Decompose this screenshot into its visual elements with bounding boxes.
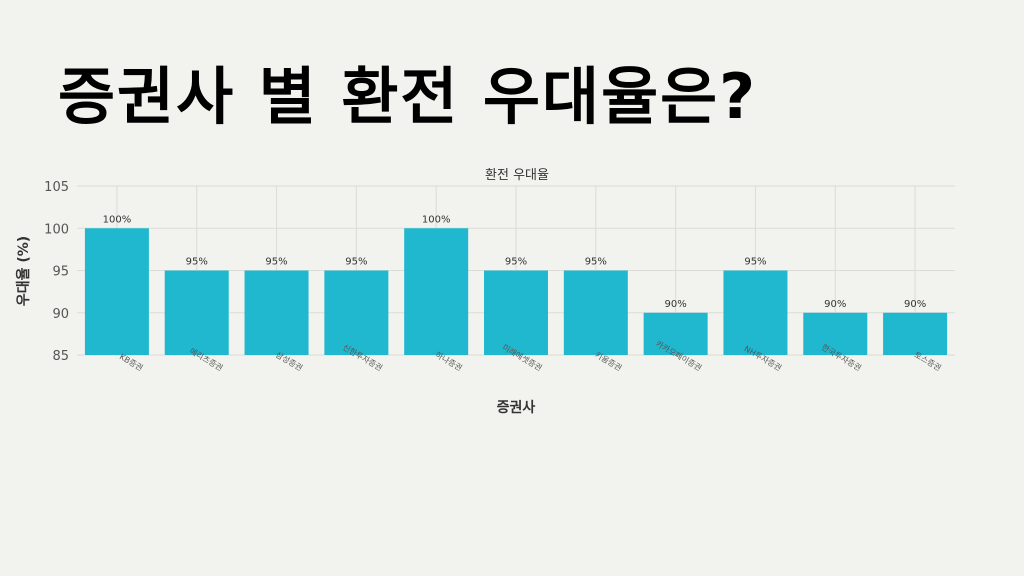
data-label: 90% — [824, 299, 846, 310]
bar — [324, 270, 389, 355]
x-axis-label: 증권사 — [497, 400, 536, 416]
data-label: 95% — [505, 257, 527, 268]
y-axis-label: 우대율 (%) — [15, 236, 32, 306]
bar — [803, 312, 868, 355]
bar — [563, 270, 628, 355]
bar — [164, 270, 229, 355]
bar — [484, 270, 548, 355]
bar — [883, 312, 948, 355]
chart-title: 환전 우대율 — [485, 168, 549, 183]
data-label: 90% — [904, 299, 926, 310]
bar — [723, 270, 788, 355]
y-tick-label: 105 — [44, 180, 69, 195]
data-label: 100% — [422, 214, 451, 225]
data-label: 90% — [665, 299, 687, 310]
bar-layer — [84, 228, 948, 355]
y-tick-label: 100 — [44, 222, 69, 237]
bar — [84, 228, 149, 355]
y-tick-label: 90 — [52, 307, 69, 322]
bar — [643, 312, 708, 355]
bar — [244, 270, 309, 355]
y-tick-label: 95 — [52, 265, 69, 280]
data-label: 95% — [265, 257, 287, 268]
data-label: 95% — [186, 257, 208, 268]
page-headline: 증권사 별 환전 우대율은? — [58, 60, 758, 133]
data-label: 95% — [585, 257, 607, 268]
bar — [404, 228, 469, 355]
data-label: 100% — [103, 214, 132, 225]
data-label: 95% — [345, 257, 367, 268]
data-label: 95% — [744, 257, 766, 268]
y-tick-label: 85 — [52, 349, 69, 364]
